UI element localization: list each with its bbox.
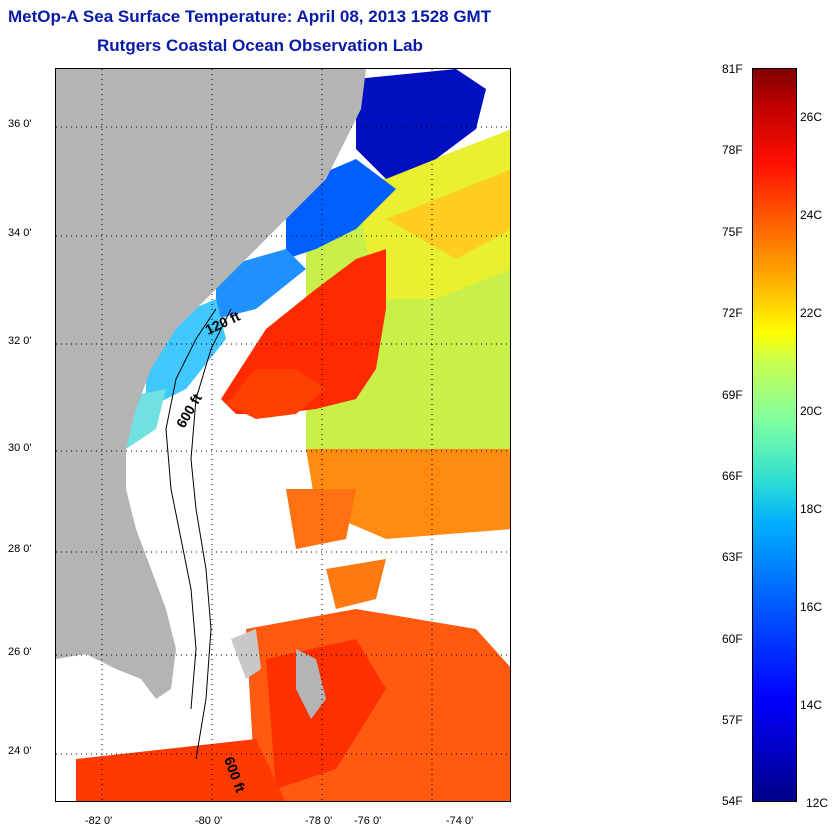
cb-f-81: 81F (722, 62, 743, 76)
lon-label-74: -74 0' (446, 815, 474, 827)
cb-c-20: 20C (800, 404, 823, 418)
cb-c-14: 14C (800, 698, 823, 712)
lon-label-78: -78 0' (305, 815, 333, 827)
sst-map: 120 ft 600 ft 600 ft (55, 68, 511, 802)
cb-f-66: 66F (722, 469, 743, 483)
lon-label-82: -82 0' (85, 815, 113, 827)
lat-label-32: 32 0' (8, 335, 32, 347)
lon-label-80: -80 0' (195, 815, 223, 827)
cb-f-69: 69F (722, 388, 743, 402)
lat-label-34: 34 0' (8, 227, 32, 239)
lat-label-30: 30 0' (8, 442, 32, 454)
map-subtitle: Rutgers Coastal Ocean Observation Lab (97, 36, 423, 55)
cb-c-12: 12C (806, 796, 829, 810)
cb-f-72: 72F (722, 306, 743, 320)
sst-map-canvas: 120 ft 600 ft 600 ft (56, 69, 510, 801)
lat-label-24: 24 0' (8, 745, 32, 757)
cb-c-24: 24C (800, 208, 823, 222)
cb-f-60: 60F (722, 632, 743, 646)
temperature-colorbar (752, 68, 797, 802)
cb-f-54: 54F (722, 794, 743, 808)
cb-c-18: 18C (800, 502, 823, 516)
cb-f-63: 63F (722, 550, 743, 564)
cb-f-75: 75F (722, 225, 743, 239)
lat-label-26: 26 0' (8, 646, 32, 658)
cb-f-78: 78F (722, 143, 743, 157)
cb-c-22: 22C (800, 306, 823, 320)
map-title: MetOp-A Sea Surface Temperature: April 0… (8, 7, 492, 26)
lon-label-76: -76 0' (354, 815, 382, 827)
lat-label-28: 28 0' (8, 543, 32, 555)
lat-label-36: 36 0' (8, 118, 32, 130)
cb-c-16: 16C (800, 600, 823, 614)
cb-c-26: 26C (800, 110, 823, 124)
cb-f-57: 57F (722, 713, 743, 727)
